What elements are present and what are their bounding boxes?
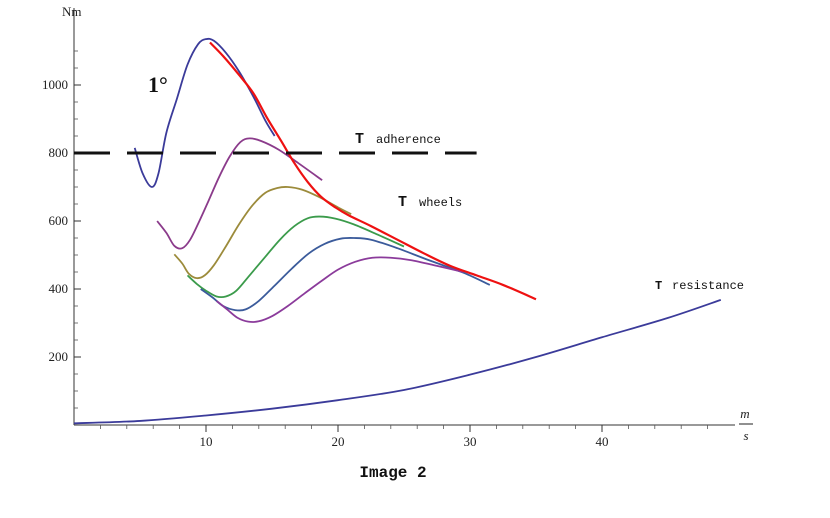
series-line-0 <box>133 37 276 188</box>
resistance-t: T <box>655 279 662 293</box>
resistance-annotation: T resistance <box>655 279 744 293</box>
series-line-1 <box>156 137 323 250</box>
x-tick-label: 10 <box>200 434 213 449</box>
adherence-text: adherence <box>376 133 441 147</box>
y-tick-label: 600 <box>49 213 69 228</box>
wheels-annotation: T wheels <box>398 194 462 211</box>
resistance-text: resistance <box>672 279 744 293</box>
wheels-t: T <box>398 194 407 211</box>
series-line-5 <box>215 256 464 323</box>
ticks <box>74 50 708 432</box>
series-line-4 <box>200 236 491 312</box>
y-tick-label: 800 <box>49 145 69 160</box>
y-tick-label: 1000 <box>42 77 68 92</box>
tick-labels: 10 20 30 40 200 400 600 800 1000 <box>42 77 609 449</box>
x-unit-label: m s <box>739 406 753 443</box>
adherence-t: T <box>355 131 364 148</box>
series-line-8 <box>73 299 722 425</box>
series-line-3 <box>186 215 405 299</box>
x-tick-label: 40 <box>596 434 609 449</box>
chart-caption: Image 2 <box>359 464 426 482</box>
series-line-6 <box>209 41 537 301</box>
series-line-2 <box>173 186 352 280</box>
x-tick-label: 20 <box>332 434 345 449</box>
adherence-annotation: T adherence <box>355 131 441 148</box>
y-axis-label: Nm <box>62 4 82 19</box>
wheels-text: wheels <box>419 196 462 210</box>
x-unit-denominator: s <box>743 428 748 443</box>
x-tick-label: 30 <box>464 434 477 449</box>
gear-annotation: 1° <box>148 72 168 97</box>
series-layer <box>73 37 722 425</box>
y-tick-label: 400 <box>49 281 69 296</box>
axes <box>73 8 735 426</box>
x-unit-numerator: m <box>740 406 749 421</box>
y-tick-label: 200 <box>49 349 69 364</box>
